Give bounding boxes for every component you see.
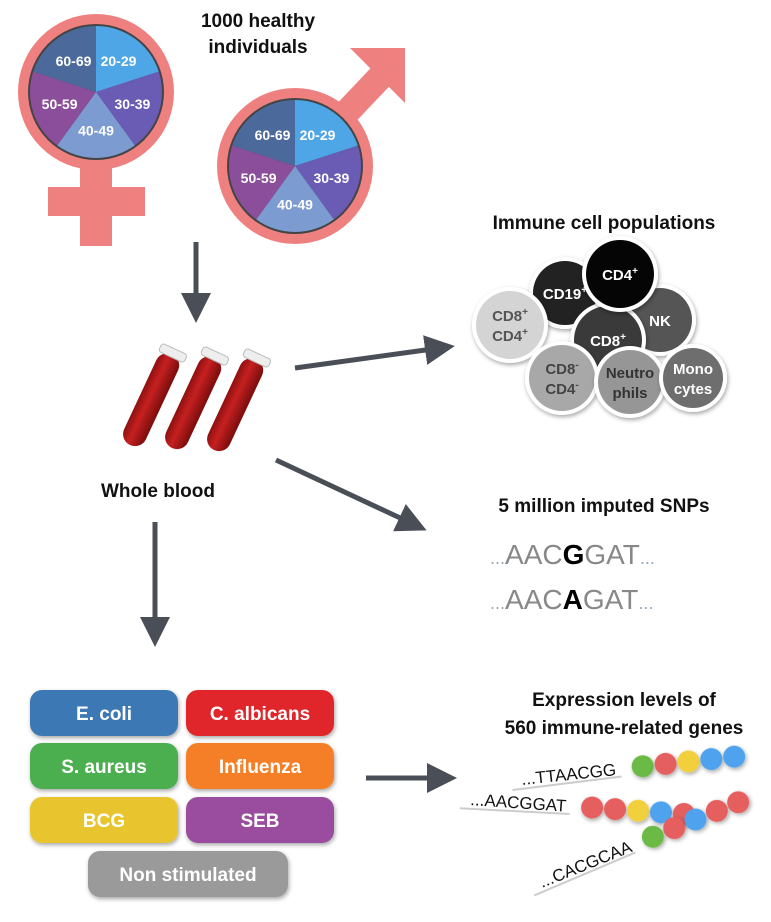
stimulus-c-albicans: C. albicans bbox=[186, 690, 334, 736]
expression-bead bbox=[649, 801, 672, 824]
age-label: 20-29 bbox=[300, 127, 336, 143]
stimulus-influenza: Influenza bbox=[186, 743, 334, 789]
expression-bead bbox=[604, 798, 627, 821]
age-label: 30-39 bbox=[115, 96, 151, 112]
cell-label: CD8+ bbox=[590, 332, 626, 350]
stimulus-e-coli: E. coli bbox=[30, 690, 178, 736]
snp-allele: G bbox=[563, 539, 585, 570]
pie-slice bbox=[295, 145, 361, 220]
expression-title-line2: 560 immune-related genes bbox=[505, 718, 744, 739]
expression-bead bbox=[723, 745, 746, 768]
stimulus-label: BCG bbox=[83, 811, 125, 832]
immune-cell-cluster: CD19+ NK CD8+ CD4+ CD8+ CD4+ CD8- CD4- Neutro phi… bbox=[472, 236, 727, 418]
stimulus-label: S. aureus bbox=[61, 757, 147, 778]
stimulus-bcg: BCG bbox=[30, 797, 178, 843]
stimulus-seb: SEB bbox=[186, 797, 334, 843]
expression-bead bbox=[684, 808, 707, 831]
expression-row: ...AACGGAT bbox=[459, 790, 695, 825]
age-label: 40-49 bbox=[277, 196, 313, 212]
cell-label: phils bbox=[612, 385, 647, 402]
age-label: 20-29 bbox=[101, 53, 137, 69]
age-label: 50-59 bbox=[42, 96, 78, 112]
arrow-to-snps bbox=[274, 457, 427, 532]
cell-label: CD4+ bbox=[602, 266, 638, 284]
pie-slice bbox=[96, 71, 162, 146]
expression-bead bbox=[641, 825, 664, 848]
cell-label: CD4+ bbox=[492, 327, 528, 345]
expression-bead bbox=[700, 748, 723, 771]
cell-label: CD8- bbox=[545, 360, 578, 378]
cell-label: Neutro bbox=[606, 365, 654, 382]
expression-bead bbox=[705, 799, 728, 822]
expression-bead bbox=[654, 752, 677, 775]
pie-slice bbox=[33, 26, 96, 92]
expression-bead bbox=[581, 796, 604, 819]
cohort-title: 1000 healthy bbox=[201, 11, 315, 32]
snp-sequence: ...AACAGAT... bbox=[490, 584, 653, 615]
stimulus-label: E. coli bbox=[76, 704, 132, 725]
pie-slice bbox=[232, 100, 295, 166]
arrow-to-immune-cells bbox=[294, 335, 455, 371]
stimuli-grid: E. coli C. albicans S. aureus Influenza BCG S… bbox=[30, 690, 334, 897]
whole-blood-label: Whole blood bbox=[101, 481, 215, 502]
cell-label: cytes bbox=[674, 381, 712, 398]
cell-label: CD19+ bbox=[543, 285, 587, 303]
age-label: 40-49 bbox=[78, 122, 114, 138]
expression-bead bbox=[727, 791, 750, 814]
immune-cell: Neutro phils bbox=[594, 346, 666, 418]
snp-allele: A bbox=[563, 584, 583, 615]
stimulus-label: C. albicans bbox=[210, 704, 310, 725]
blood-tubes-icon bbox=[123, 343, 271, 452]
pie-slice bbox=[256, 166, 334, 232]
age-label: 30-39 bbox=[314, 170, 350, 186]
expression-bead bbox=[631, 755, 654, 778]
pie-slice bbox=[57, 92, 135, 159]
gene-sequence: ...CACGCAA bbox=[536, 837, 635, 892]
immune-cell: CD8- CD4- bbox=[525, 341, 599, 415]
stimulus-label: SEB bbox=[240, 811, 279, 832]
expression-row: ...TTAACGG bbox=[512, 745, 746, 792]
pie-slice bbox=[229, 145, 295, 220]
immune-cell: Mono cytes bbox=[659, 344, 727, 412]
pie-slice bbox=[96, 26, 159, 92]
immune-title: Immune cell populations bbox=[493, 213, 716, 234]
stimulus-label: Non stimulated bbox=[119, 865, 256, 886]
stimulus-label: Influenza bbox=[219, 757, 302, 778]
age-label: 60-69 bbox=[56, 53, 92, 69]
age-label: 60-69 bbox=[255, 127, 291, 143]
age-label: 50-59 bbox=[241, 170, 277, 186]
expression-beads: ...TTAACGG...AACGGAT ...CACGCAA bbox=[459, 745, 750, 897]
stimulus-s-aureus: S. aureus bbox=[30, 743, 178, 789]
cell-label: CD4- bbox=[545, 380, 578, 398]
cell-label: Mono bbox=[673, 361, 713, 378]
pie-slice bbox=[295, 100, 358, 166]
cohort-title-line2: individuals bbox=[208, 37, 307, 58]
immune-cell: CD4+ bbox=[582, 236, 658, 312]
stimulus-non-stimulated: Non stimulated bbox=[88, 851, 288, 897]
cell-label: CD8+ bbox=[492, 307, 528, 325]
snp-sequence: ...AACGGAT... bbox=[490, 539, 655, 570]
expression-bead bbox=[627, 799, 650, 822]
gene-sequence: ...AACGGAT bbox=[470, 790, 567, 816]
cell-label: NK bbox=[649, 313, 671, 330]
immune-cell: CD8+ CD4+ bbox=[472, 287, 548, 363]
gene-sequence: ...TTAACGG bbox=[520, 760, 617, 789]
expression-bead bbox=[677, 750, 700, 773]
pie-slice bbox=[30, 71, 96, 146]
expression-title: Expression levels of bbox=[532, 690, 716, 711]
snps-title: 5 million imputed SNPs bbox=[498, 496, 709, 517]
expression-bead bbox=[663, 817, 686, 840]
snp-sequences: ...AACGGAT... ...AACAGAT... bbox=[490, 539, 655, 615]
